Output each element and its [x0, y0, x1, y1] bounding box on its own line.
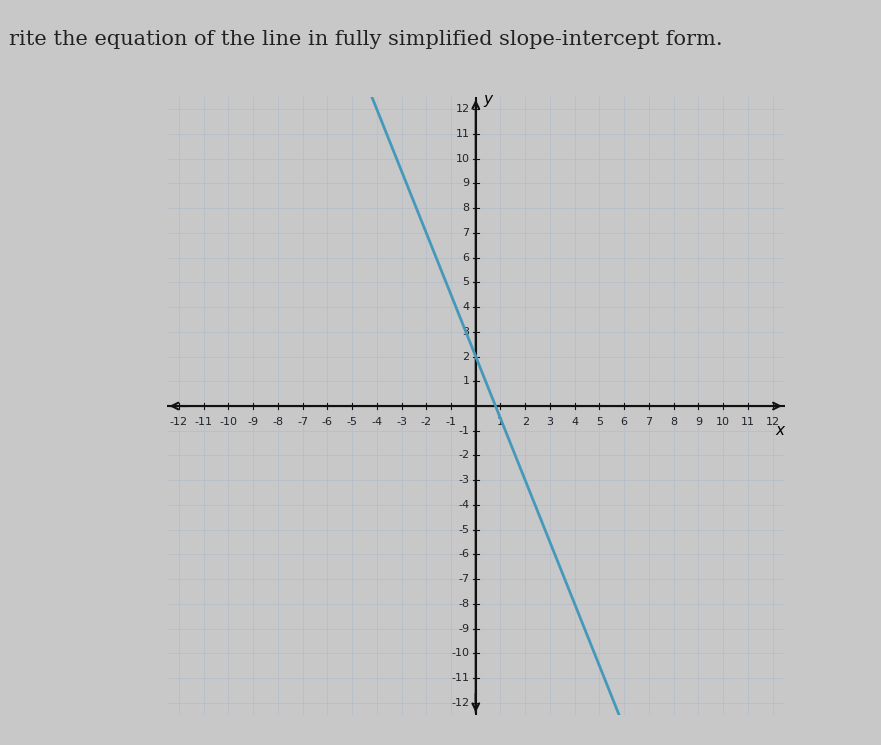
- Text: 5: 5: [596, 417, 603, 427]
- Text: 3: 3: [546, 417, 553, 427]
- Text: 3: 3: [463, 327, 470, 337]
- Text: 10: 10: [716, 417, 730, 427]
- Text: 6: 6: [463, 253, 470, 263]
- Text: -1: -1: [446, 417, 456, 427]
- Text: -11: -11: [452, 673, 470, 683]
- Text: -10: -10: [452, 648, 470, 659]
- Text: -6: -6: [458, 549, 470, 559]
- Text: rite the equation of the line in fully simplified slope-intercept form.: rite the equation of the line in fully s…: [9, 30, 722, 49]
- Text: -9: -9: [248, 417, 259, 427]
- Text: -4: -4: [458, 500, 470, 510]
- Text: 7: 7: [645, 417, 653, 427]
- Text: -8: -8: [458, 599, 470, 609]
- Text: -12: -12: [451, 698, 470, 708]
- Text: y: y: [483, 92, 492, 107]
- Text: 6: 6: [620, 417, 627, 427]
- Text: 8: 8: [670, 417, 677, 427]
- Text: 2: 2: [463, 352, 470, 361]
- Text: x: x: [775, 423, 784, 438]
- Text: 12: 12: [455, 104, 470, 114]
- Text: 2: 2: [522, 417, 529, 427]
- Text: -12: -12: [170, 417, 188, 427]
- Text: 1: 1: [497, 417, 504, 427]
- Text: -6: -6: [322, 417, 333, 427]
- Text: -3: -3: [458, 475, 470, 485]
- Text: 7: 7: [463, 228, 470, 238]
- Text: 8: 8: [463, 203, 470, 213]
- Text: -10: -10: [219, 417, 237, 427]
- Text: -4: -4: [371, 417, 382, 427]
- Text: -5: -5: [346, 417, 358, 427]
- Text: 11: 11: [455, 129, 470, 139]
- Text: -2: -2: [421, 417, 432, 427]
- Text: -8: -8: [272, 417, 284, 427]
- Text: -1: -1: [458, 425, 470, 436]
- Text: -7: -7: [458, 574, 470, 584]
- Text: -11: -11: [195, 417, 212, 427]
- Text: 4: 4: [463, 302, 470, 312]
- Text: 9: 9: [463, 178, 470, 188]
- Text: -3: -3: [396, 417, 407, 427]
- Text: 5: 5: [463, 277, 470, 288]
- Text: -2: -2: [458, 451, 470, 460]
- Text: 1: 1: [463, 376, 470, 387]
- Text: 11: 11: [741, 417, 755, 427]
- Text: -7: -7: [297, 417, 308, 427]
- Text: 9: 9: [695, 417, 702, 427]
- Text: 12: 12: [766, 417, 780, 427]
- Text: -5: -5: [458, 524, 470, 535]
- Text: 10: 10: [455, 153, 470, 164]
- Text: 4: 4: [571, 417, 578, 427]
- Text: -9: -9: [458, 624, 470, 634]
